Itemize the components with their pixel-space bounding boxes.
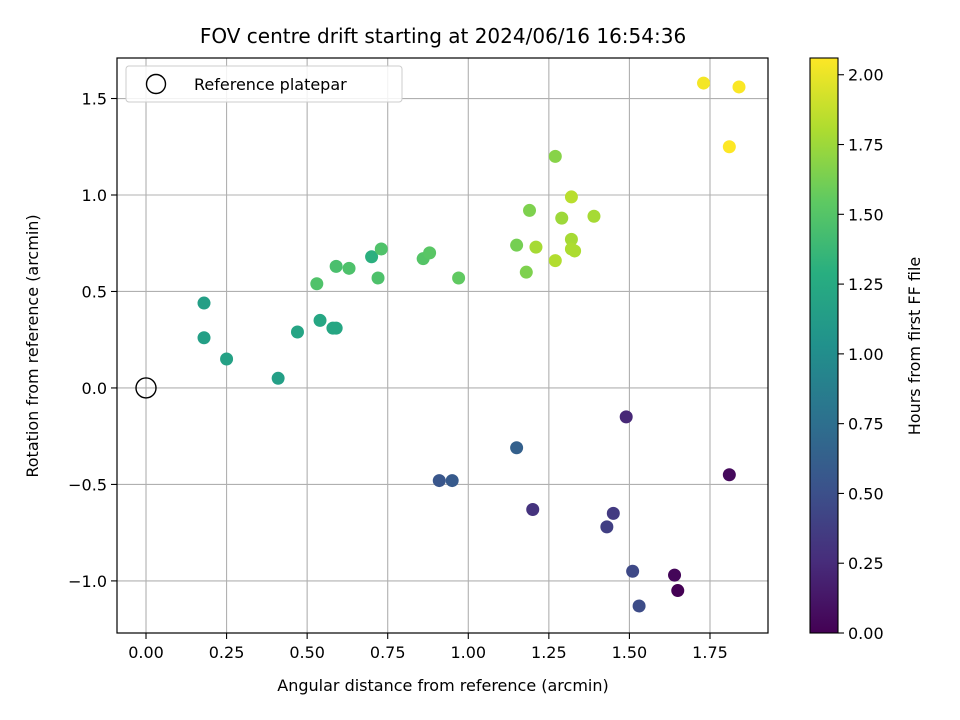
x-axis-ticks: 0.00 0.25 0.50 0.75 1.00 1.25 1.50 1.75 <box>128 633 728 662</box>
data-point <box>600 520 614 534</box>
data-point <box>564 232 578 246</box>
x-tick-label: 1.50 <box>612 643 648 662</box>
colorbar-ticks: 0.00 0.25 0.50 0.75 1.00 1.25 1.50 1.75 2.00 <box>838 66 884 643</box>
data-point <box>310 277 324 291</box>
grid <box>117 58 768 633</box>
y-tick-label: −0.5 <box>68 475 107 494</box>
y-axis-ticks: −1.0 −0.5 0.0 0.5 1.0 1.5 <box>68 90 117 591</box>
data-point <box>722 468 736 482</box>
data-point <box>548 254 562 268</box>
colorbar-tick-label: 0.25 <box>848 554 884 573</box>
data-point <box>197 331 211 345</box>
colorbar-tick-label: 0.75 <box>848 415 884 434</box>
data-point <box>668 568 682 582</box>
data-point <box>722 140 736 154</box>
data-point <box>732 80 746 94</box>
data-point <box>619 410 633 424</box>
colorbar-tick-label: 1.25 <box>848 275 884 294</box>
data-point <box>271 371 285 385</box>
data-point <box>342 261 356 275</box>
y-tick-label: 1.0 <box>82 186 107 205</box>
data-point <box>564 190 578 204</box>
x-tick-label: 0.25 <box>209 643 245 662</box>
data-point <box>290 325 304 339</box>
y-tick-label: −1.0 <box>68 572 107 591</box>
data-point <box>423 246 437 260</box>
data-point <box>529 240 543 254</box>
colorbar-tick-label: 1.00 <box>848 345 884 364</box>
data-point <box>329 259 343 273</box>
legend-box <box>125 65 403 103</box>
legend-label-reference: Reference platepar <box>194 75 347 94</box>
data-point <box>452 271 466 285</box>
colorbar-label: Hours from first FF file <box>905 257 924 436</box>
data-point <box>329 321 343 335</box>
colorbar-tick-label: 1.50 <box>848 205 884 224</box>
colorbar-tick-label: 0.00 <box>848 624 884 643</box>
data-point <box>626 564 640 578</box>
chart-title: FOV centre drift starting at 2024/06/16 … <box>200 24 686 48</box>
y-tick-label: 1.5 <box>82 90 107 109</box>
data-point <box>374 242 388 256</box>
data-point <box>365 250 379 264</box>
data-point <box>526 503 540 517</box>
legend-marker-reference <box>145 73 167 95</box>
data-point <box>432 474 446 488</box>
y-tick-label: 0.0 <box>82 379 107 398</box>
data-point <box>555 211 569 225</box>
x-tick-label: 0.00 <box>128 643 164 662</box>
data-point <box>510 238 524 252</box>
data-point <box>220 352 234 366</box>
data-point <box>519 265 533 279</box>
x-tick-label: 1.00 <box>450 643 486 662</box>
colorbar-tick-label: 2.00 <box>848 66 884 85</box>
data-point <box>523 203 537 217</box>
colorbar-tick-label: 1.75 <box>848 136 884 155</box>
data-point <box>671 584 685 598</box>
data-point <box>632 599 646 613</box>
colorbar-gradient <box>809 57 839 634</box>
x-tick-label: 0.75 <box>370 643 406 662</box>
plot-frame <box>116 57 769 634</box>
data-points <box>197 76 746 613</box>
legend: Reference platepar <box>125 65 403 103</box>
reference-marker <box>135 377 157 399</box>
x-tick-label: 1.25 <box>531 643 567 662</box>
colorbar: 0.00 0.25 0.50 0.75 1.00 1.25 1.50 1.75 2.00 Hou… <box>809 57 924 643</box>
data-point <box>445 474 459 488</box>
data-point <box>606 506 620 520</box>
data-point <box>313 313 327 327</box>
x-tick-label: 0.50 <box>289 643 325 662</box>
colorbar-tick-label: 0.50 <box>848 484 884 503</box>
data-point <box>548 149 562 163</box>
data-point <box>587 209 601 223</box>
data-point <box>697 76 711 90</box>
reference-point <box>135 377 157 399</box>
data-point <box>197 296 211 310</box>
x-axis-label: Angular distance from reference (arcmin) <box>277 676 608 695</box>
x-tick-label: 1.75 <box>692 643 728 662</box>
data-point <box>510 441 524 455</box>
data-point <box>568 244 582 258</box>
y-axis-label: Rotation from reference (arcmin) <box>23 214 42 477</box>
data-point <box>371 271 385 285</box>
y-tick-label: 0.5 <box>82 282 107 301</box>
